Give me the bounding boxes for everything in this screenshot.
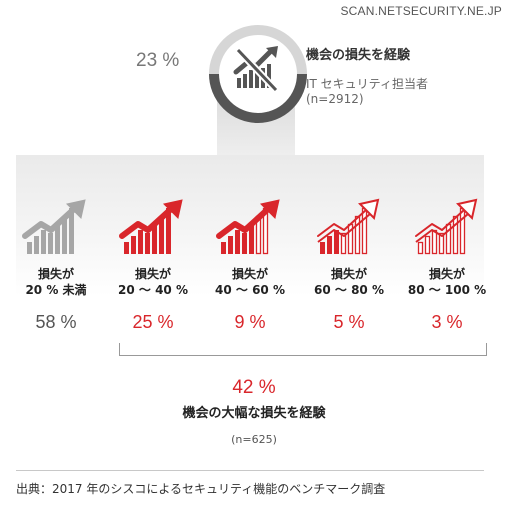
rising-bar-arrow-icon xyxy=(22,199,86,254)
category-label: 損失が 60 〜 80 % xyxy=(304,266,394,298)
headline-title: 機会の損失を経験 xyxy=(306,48,411,63)
category-range: 60 〜 80 % xyxy=(314,283,384,297)
category-column: 損失が 40 〜 60 % 9 % xyxy=(205,196,295,333)
footer-source: 出典：2017 年のシスコによるセキュリティ機能のベンチマーク調査 xyxy=(16,482,386,496)
declining-chart-icon xyxy=(233,46,279,93)
headline-subtitle-line1: IT セキュリティ担当者 xyxy=(306,77,428,91)
category-column: 損失が 20 〜 40 % 25 % xyxy=(108,196,198,333)
category-label-line1: 損失が xyxy=(330,267,367,281)
category-value: 58 % xyxy=(35,312,77,332)
category-range: 40 〜 60 % xyxy=(215,283,285,297)
category-label-line1: 損失が xyxy=(231,267,268,281)
category-range: 20 % 未満 xyxy=(25,283,87,297)
category-value: 3 % xyxy=(431,312,463,332)
rising-bar-arrow-icon xyxy=(317,198,380,255)
category-label-line1: 損失が xyxy=(37,267,74,281)
category-value: 9 % xyxy=(234,312,266,332)
significant-loss-bracket xyxy=(119,343,487,356)
category-range: 80 〜 100 % xyxy=(407,283,487,297)
category-label: 損失が 80 〜 100 % xyxy=(402,266,492,298)
aggregate-sample-size: (n=625) xyxy=(231,433,277,446)
category-label: 損失が 40 〜 60 % xyxy=(205,266,295,298)
category-range: 20 〜 40 % xyxy=(118,283,188,297)
rising-bar-arrow-icon xyxy=(119,199,183,254)
headline-circle xyxy=(209,25,307,123)
category-column: 損失が 20 % 未満 58 % xyxy=(11,196,101,333)
category-label-line1: 損失が xyxy=(428,267,465,281)
aggregate-title: 機会の大幅な損失を経験 xyxy=(182,406,326,421)
rising-bar-arrow-icon xyxy=(216,199,280,255)
category-label-line1: 損失が xyxy=(134,267,171,281)
category-column: 損失が 80 〜 100 % 3 % xyxy=(402,196,492,333)
category-label: 損失が 20 % 未満 xyxy=(11,266,101,298)
category-label: 損失が 20 〜 40 % xyxy=(108,266,198,298)
aggregate-percent: 42 % xyxy=(232,377,276,398)
headline-sample-size: (n=2912) xyxy=(306,92,364,106)
category-value: 25 % xyxy=(132,312,174,332)
headline-percent: 23 % xyxy=(136,50,180,71)
headline-subtitle: IT セキュリティ担当者 (n=2912) xyxy=(306,77,428,107)
footer-divider xyxy=(16,470,484,471)
category-column: 損失が 60 〜 80 % 5 % xyxy=(304,196,394,333)
category-value: 5 % xyxy=(333,312,365,332)
source-watermark: SCAN.NETSECURITY.NE.JP xyxy=(340,4,502,18)
rising-bar-arrow-icon xyxy=(415,198,478,255)
